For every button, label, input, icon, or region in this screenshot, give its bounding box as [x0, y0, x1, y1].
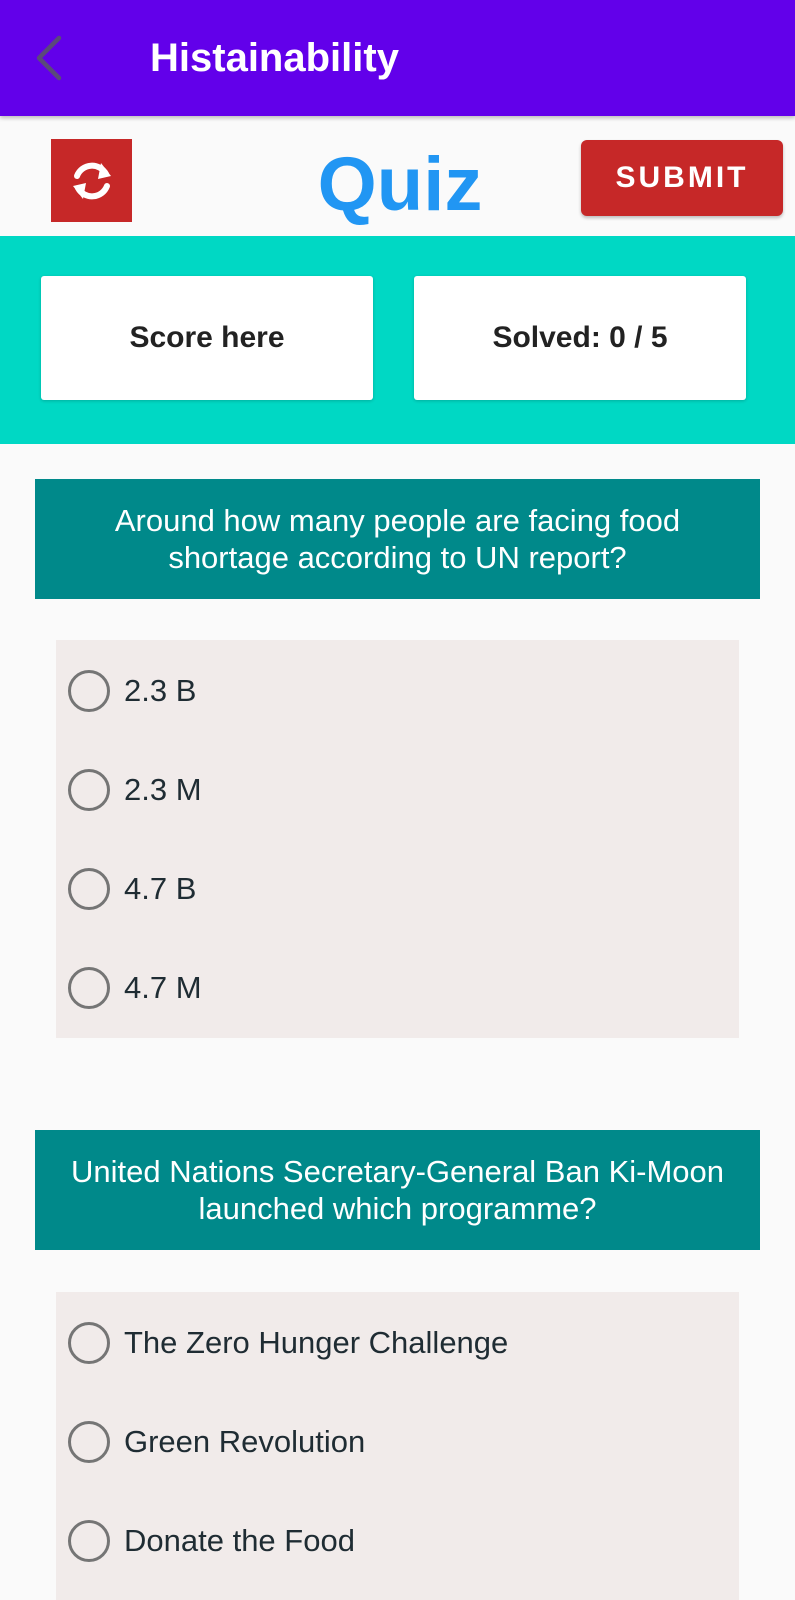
- solved-card: Solved: 0 / 5: [414, 276, 746, 400]
- option-q2-a[interactable]: The Zero Hunger Challenge: [68, 1318, 508, 1368]
- back-button[interactable]: [28, 34, 68, 82]
- option-q2-b[interactable]: Green Revolution: [68, 1417, 365, 1467]
- option-label: 4.7 B: [124, 871, 197, 906]
- radio-button[interactable]: [68, 769, 110, 811]
- score-card: Score here: [41, 276, 373, 400]
- option-label: The Zero Hunger Challenge: [124, 1325, 509, 1360]
- question-2: United Nations Secretary-General Ban Ki-…: [35, 1130, 760, 1250]
- radio-button[interactable]: [68, 868, 110, 910]
- radio-button[interactable]: [68, 1520, 110, 1562]
- question-2-text: United Nations Secretary-General Ban Ki-…: [70, 1154, 725, 1226]
- solved-count: Solved: 0 / 5: [492, 321, 668, 354]
- option-q1-c[interactable]: 4.7 B: [68, 864, 196, 914]
- radio-button[interactable]: [68, 1421, 110, 1463]
- option-q1-b[interactable]: 2.3 M: [68, 765, 202, 815]
- radio-button[interactable]: [68, 670, 110, 712]
- quiz-title: Quiz: [317, 142, 483, 227]
- refresh-icon: [72, 162, 111, 199]
- radio-button[interactable]: [68, 1322, 110, 1364]
- option-label: 2.3 B: [124, 673, 197, 708]
- question-1-options: 2.3 B 2.3 M 4.7 B 4.7 M: [56, 640, 739, 1038]
- app-bar: Histainability: [0, 0, 795, 116]
- question-1: Around how many people are facing food s…: [35, 479, 760, 599]
- option-q1-a[interactable]: 2.3 B: [68, 666, 196, 716]
- score-label: Score here: [129, 321, 285, 354]
- option-label: Green Revolution: [124, 1424, 366, 1459]
- chevron-left-icon: [36, 35, 62, 81]
- option-label: Donate the Food: [124, 1523, 355, 1558]
- option-label: 4.7 M: [124, 970, 202, 1005]
- refresh-button[interactable]: [51, 139, 132, 222]
- radio-button[interactable]: [68, 967, 110, 1009]
- question-1-text: Around how many people are facing food s…: [114, 503, 681, 575]
- submit-button[interactable]: SUBMIT: [581, 140, 783, 216]
- option-q2-c[interactable]: Donate the Food: [68, 1516, 355, 1566]
- app-title: Histainability: [150, 36, 399, 80]
- score-panel: Score here Solved: 0 / 5: [0, 236, 795, 444]
- option-q1-d[interactable]: 4.7 M: [68, 963, 202, 1013]
- option-label: 2.3 M: [124, 772, 202, 807]
- question-2-options: The Zero Hunger Challenge Green Revoluti…: [56, 1292, 739, 1600]
